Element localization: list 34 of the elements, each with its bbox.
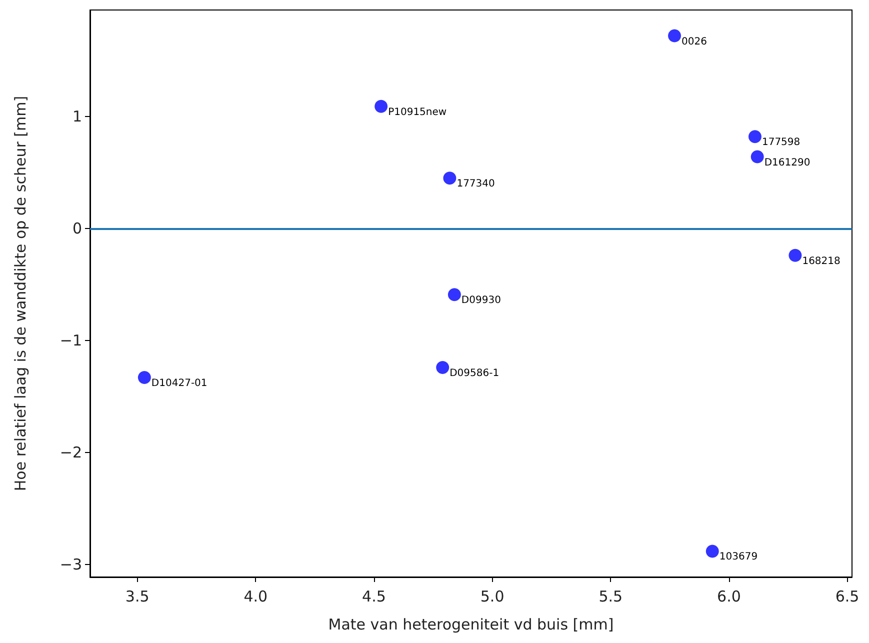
annotation: 177340 xyxy=(456,178,495,190)
point xyxy=(788,248,802,262)
y-tick-label: 1 xyxy=(72,107,82,126)
x-tick-label: 3.5 xyxy=(125,588,150,606)
annotation: 168218 xyxy=(802,256,840,267)
y-tick-label: 0 xyxy=(72,220,82,238)
annotation: D09586-1 xyxy=(450,368,500,379)
x-tick-label: 5.0 xyxy=(480,588,504,606)
point xyxy=(138,371,151,384)
y-tick-label: −3 xyxy=(60,556,82,574)
annotation: P10915new xyxy=(388,106,447,118)
x-tick-label: 4.5 xyxy=(362,588,386,606)
x-tick-label: 4.0 xyxy=(244,588,268,606)
annotation: 0026 xyxy=(682,36,707,48)
x-tick-label: 6.0 xyxy=(717,588,741,606)
x-axis-title: Mate van heterogeniteit vd buis [mm] xyxy=(328,616,614,634)
annotation: D09930 xyxy=(461,295,501,306)
annotation: 177598 xyxy=(762,137,800,148)
y-tick-label: −2 xyxy=(60,444,82,462)
x-tick-label: 5.5 xyxy=(598,588,623,606)
y-tick-label: −1 xyxy=(60,332,82,350)
point xyxy=(374,100,388,113)
x-tick-label: 6.5 xyxy=(835,588,860,606)
point xyxy=(668,29,682,42)
annotation: D161290 xyxy=(764,157,810,168)
point xyxy=(706,544,719,558)
point xyxy=(750,150,764,164)
annotation: 103679 xyxy=(719,552,758,563)
point xyxy=(436,360,450,374)
annotation: D10427-01 xyxy=(151,378,208,390)
point xyxy=(748,130,762,144)
point xyxy=(448,288,461,302)
point xyxy=(443,172,456,185)
y-axis-title: Hoe relatief laag is de wanddikte op de scheur [mm] xyxy=(12,96,30,492)
